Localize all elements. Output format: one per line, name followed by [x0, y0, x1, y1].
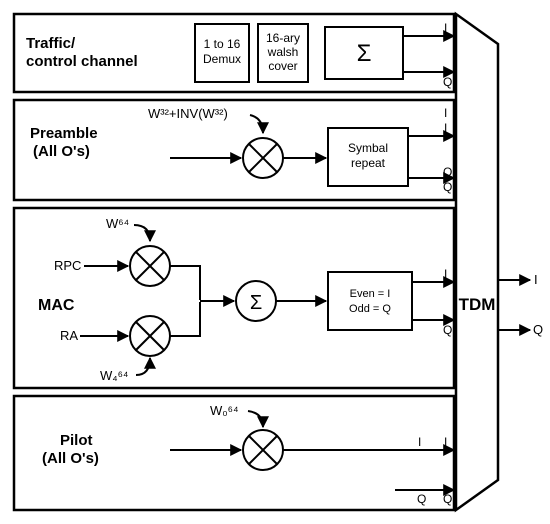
- walsh-line1: 16-ary: [266, 31, 300, 45]
- mac-mixer-ra: [130, 316, 170, 356]
- even-line: Even = I: [350, 288, 391, 300]
- rpc-label: RPC: [54, 258, 81, 273]
- repeat-line2: repeat: [351, 156, 386, 170]
- tdm-out-i: I: [534, 272, 538, 287]
- tdm-out-q: Q: [533, 322, 543, 337]
- demux-line2: Demux: [203, 52, 241, 66]
- walsh-line3: cover: [268, 59, 297, 73]
- traffic-out-i: I: [444, 21, 447, 35]
- mac-sigma: Σ: [236, 281, 276, 321]
- preamble-out-i: I: [444, 106, 447, 120]
- odd-line: Odd = Q: [349, 303, 391, 315]
- repeat-line1: Symbal: [348, 141, 388, 155]
- svg-text:Σ: Σ: [250, 292, 262, 314]
- preamble-out-q2: Q: [443, 180, 452, 194]
- preamble-title-2: (All O's): [33, 143, 90, 160]
- walsh-line2: walsh: [267, 45, 299, 59]
- pilot-title-2: (All O's): [42, 450, 99, 467]
- pilot-out-i: I: [418, 435, 421, 449]
- demux-line1: 1 to 16: [204, 37, 241, 51]
- tdm-block: TDM I Q: [456, 14, 543, 510]
- preamble-out-i2: I: [444, 121, 447, 135]
- pilot-out-q: Q: [417, 492, 426, 506]
- pilot-out-q2: Q: [443, 492, 452, 506]
- traffic-sigma: Σ: [357, 40, 372, 67]
- traffic-out-q: Q: [443, 75, 452, 89]
- w4-64-label: W₄⁶⁴: [100, 368, 129, 383]
- preamble-mixer: [243, 138, 283, 178]
- w0-64-label: W₀⁶⁴: [210, 403, 239, 418]
- pilot-out-i2: I: [444, 435, 447, 449]
- preamble-title-1: Preamble: [30, 125, 98, 142]
- pilot-title-1: Pilot: [60, 432, 93, 449]
- w64-label: W⁶⁴: [106, 216, 129, 231]
- preamble-out-q: Q: [443, 165, 452, 179]
- pilot-channel: Pilot (All O's) W₀⁶⁴ I I Q Q: [14, 396, 454, 510]
- mac-mixer-rpc: [130, 246, 170, 286]
- mac-out-q: Q: [443, 323, 452, 337]
- pilot-mixer: [243, 430, 283, 470]
- mac-title: MAC: [38, 297, 75, 314]
- traffic-channel: Traffic/ control channel 1 to 16 Demux 1…: [14, 14, 454, 92]
- ra-label: RA: [60, 328, 78, 343]
- preamble-mixer-label: W³²+INV(W³²): [148, 106, 228, 121]
- mac-out-i: I: [444, 267, 447, 281]
- traffic-title-1: Traffic/: [26, 35, 76, 52]
- traffic-title-2: control channel: [26, 53, 138, 70]
- preamble-channel: Preamble (All O's) W³²+INV(W³²) Symbal r…: [14, 100, 454, 200]
- tdm-label: TDM: [459, 295, 496, 314]
- even-odd-box: [328, 272, 412, 330]
- mac-channel: MAC W⁶⁴ RPC RA W₄⁶⁴ Σ: [14, 208, 454, 388]
